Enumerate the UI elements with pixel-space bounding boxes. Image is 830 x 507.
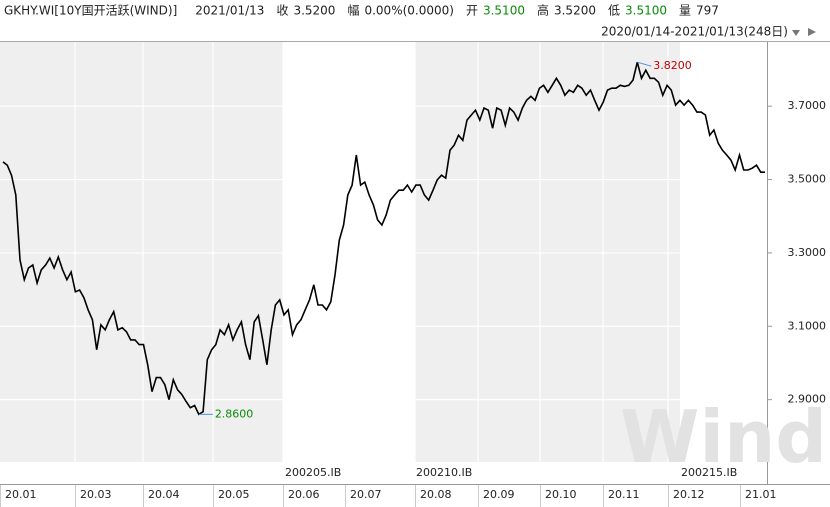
field-label: 量 bbox=[679, 4, 691, 18]
x-tick-label: 20.04 bbox=[148, 488, 180, 501]
contract-label: 200205.IB bbox=[285, 466, 341, 479]
field-value: 797 bbox=[696, 4, 719, 18]
x-tick-label: 20.11 bbox=[608, 488, 640, 501]
contract-label: 200215.IB bbox=[681, 466, 737, 479]
field-value: 3.5100 bbox=[625, 4, 667, 18]
y-tick-label: 3.1000 bbox=[788, 319, 827, 332]
field-label: 幅 bbox=[347, 3, 359, 18]
y-tick-label: 3.7000 bbox=[788, 99, 827, 112]
field-value: 3.5200 bbox=[554, 4, 596, 18]
date: 2021/01/13 bbox=[195, 4, 264, 18]
min-label: 2.8600 bbox=[215, 407, 254, 420]
x-tick-label: 20.10 bbox=[545, 488, 577, 501]
watermark: Wind bbox=[620, 395, 827, 479]
x-tick-label: 21.01 bbox=[745, 488, 777, 501]
contract-band bbox=[415, 42, 680, 462]
y-tick-label: 3.3000 bbox=[788, 246, 827, 259]
x-tick-label: 20.03 bbox=[80, 488, 112, 501]
x-tick-label: 20.01 bbox=[5, 488, 37, 501]
x-tick-label: 20.06 bbox=[288, 488, 320, 501]
symbol: GKHY.WI[10Y国开活跃(WIND)] bbox=[4, 4, 177, 18]
x-tick-label: 20.05 bbox=[218, 488, 250, 501]
menu-icon[interactable] bbox=[808, 28, 816, 36]
contract-band bbox=[0, 42, 283, 462]
header-bar bbox=[0, 0, 830, 20]
field-value: 3.5200 bbox=[293, 4, 335, 18]
field-value: 0.00%(0.0000) bbox=[364, 4, 453, 18]
contract-label: 200210.IB bbox=[416, 466, 472, 479]
y-tick-label: 2.9000 bbox=[788, 393, 827, 406]
max-label: 3.8200 bbox=[653, 59, 692, 72]
field-label: 低 bbox=[608, 4, 620, 18]
field-label: 开 bbox=[466, 4, 478, 18]
price-line bbox=[2, 61, 765, 416]
x-tick-label: 20.09 bbox=[483, 488, 515, 501]
dropdown-icon[interactable] bbox=[792, 30, 800, 36]
field-value: 3.5100 bbox=[483, 4, 525, 18]
date-range: 2020/01/14-2021/01/13(248日) bbox=[601, 25, 788, 39]
x-tick-label: 20.12 bbox=[673, 488, 705, 501]
field-label: 高 bbox=[537, 3, 549, 18]
x-tick-label: 20.08 bbox=[420, 488, 452, 501]
y-tick-label: 3.5000 bbox=[788, 173, 827, 186]
field-label: 收 bbox=[276, 4, 288, 18]
max-pointer bbox=[637, 61, 652, 67]
x-tick-label: 20.07 bbox=[350, 488, 382, 501]
